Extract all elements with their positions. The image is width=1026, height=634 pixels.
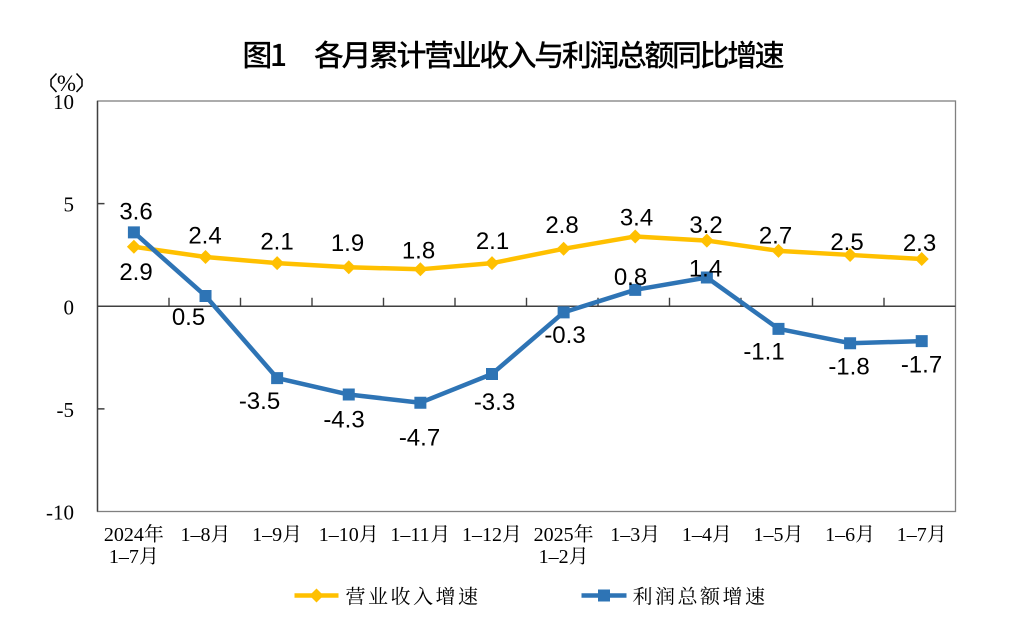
svg-text:-3.3: -3.3 — [474, 389, 515, 416]
svg-text:2024: 2024 — [104, 524, 144, 546]
svg-text:2.3: 2.3 — [903, 230, 936, 257]
svg-text:2.1: 2.1 — [260, 229, 293, 256]
svg-text:1–10: 1–10 — [319, 524, 359, 546]
svg-text:1–3: 1–3 — [610, 524, 640, 546]
svg-text:1–7: 1–7 — [109, 546, 139, 568]
svg-text:-0.3: -0.3 — [544, 322, 585, 349]
svg-text:0: 0 — [64, 295, 75, 319]
svg-text:-4.7: -4.7 — [399, 425, 440, 452]
svg-text:2.4: 2.4 — [188, 223, 221, 250]
svg-text:2.8: 2.8 — [545, 212, 578, 239]
svg-text:1.9: 1.9 — [331, 230, 364, 257]
svg-text:5: 5 — [64, 193, 75, 217]
svg-text:1–6: 1–6 — [825, 524, 855, 546]
svg-text:1–2: 1–2 — [539, 546, 569, 568]
svg-text:2025: 2025 — [534, 524, 574, 546]
svg-text:0.8: 0.8 — [614, 264, 647, 291]
svg-text:1–4: 1–4 — [682, 524, 712, 546]
svg-text:-1.8: -1.8 — [828, 354, 869, 381]
svg-text:1.8: 1.8 — [402, 238, 435, 265]
svg-text:3.4: 3.4 — [620, 205, 653, 232]
svg-text:%: % — [57, 71, 76, 96]
svg-text:2.1: 2.1 — [476, 228, 509, 255]
svg-text:-4.3: -4.3 — [323, 407, 364, 434]
svg-text:1.4: 1.4 — [689, 256, 722, 283]
svg-text:2.5: 2.5 — [830, 229, 863, 256]
svg-text:1–11: 1–11 — [390, 524, 429, 546]
svg-text:-1.1: -1.1 — [743, 339, 784, 366]
svg-text:2.7: 2.7 — [759, 223, 792, 250]
svg-text:1–8: 1–8 — [181, 524, 211, 546]
svg-text:2.9: 2.9 — [119, 259, 152, 286]
svg-text:-3.5: -3.5 — [239, 388, 280, 415]
svg-text:-1.7: -1.7 — [901, 352, 942, 379]
svg-text:1–5: 1–5 — [753, 524, 783, 546]
svg-text:-10: -10 — [46, 501, 74, 525]
svg-text:1–9: 1–9 — [252, 524, 282, 546]
svg-text:10: 10 — [53, 90, 74, 114]
svg-text:3.6: 3.6 — [119, 199, 152, 226]
svg-text:0.5: 0.5 — [172, 304, 205, 331]
svg-text:1–7: 1–7 — [897, 524, 927, 546]
svg-text:1–12: 1–12 — [462, 524, 502, 546]
svg-text:-5: -5 — [57, 398, 75, 422]
svg-text:3.2: 3.2 — [689, 212, 722, 239]
